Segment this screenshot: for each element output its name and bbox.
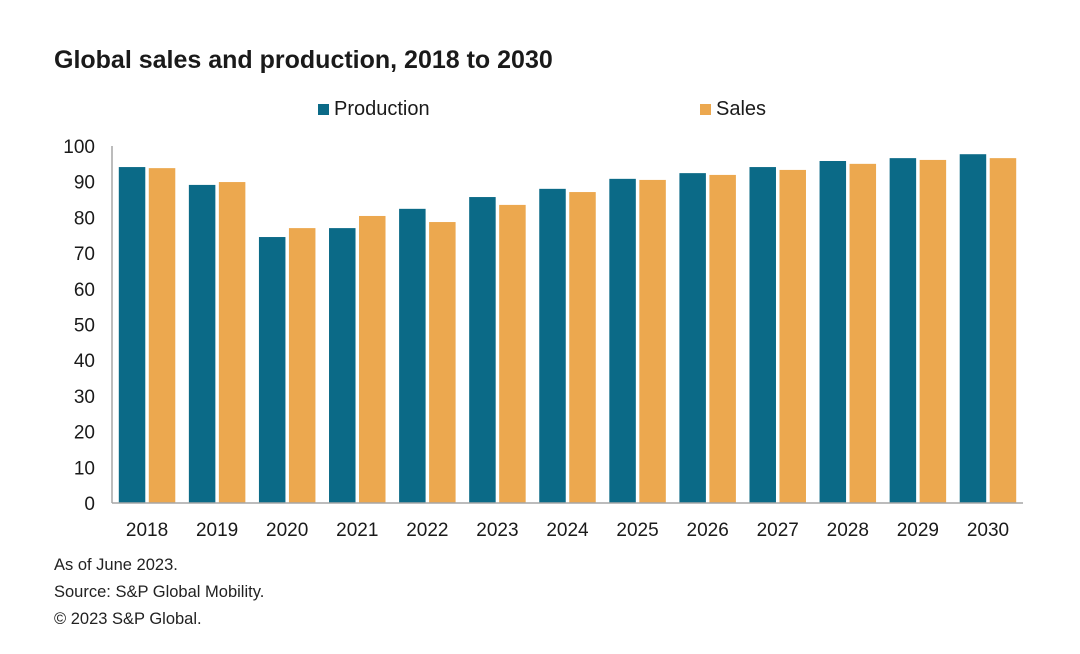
legend-item-production: Production bbox=[318, 98, 430, 121]
y-tick-label: 50 bbox=[74, 316, 95, 337]
bar-sales-2024 bbox=[569, 192, 596, 504]
bar-production-2023 bbox=[469, 197, 496, 503]
x-tick-label: 2029 bbox=[897, 520, 939, 541]
bar-sales-2020 bbox=[288, 228, 316, 504]
y-tick-label: 30 bbox=[74, 387, 95, 408]
bar-production-2027 bbox=[749, 167, 776, 504]
y-tick-label: 20 bbox=[74, 423, 95, 444]
y-tick-label: 80 bbox=[74, 208, 95, 229]
y-tick-label: 70 bbox=[74, 244, 95, 265]
bar-sales-2022 bbox=[429, 222, 456, 503]
x-tick-label: 2030 bbox=[967, 520, 1009, 541]
bar-sales-2021 bbox=[359, 215, 386, 504]
bar-production-2022 bbox=[399, 208, 426, 503]
bar-sales-2026 bbox=[709, 174, 736, 504]
bar-production-2029 bbox=[889, 158, 917, 503]
bar-sales-2030 bbox=[989, 158, 1017, 503]
x-tick-label: 2018 bbox=[126, 520, 168, 541]
bar-sales-2023 bbox=[499, 204, 526, 503]
legend-label-sales: Sales bbox=[716, 98, 767, 120]
note-copyright: © 2023 S&P Global. bbox=[54, 610, 202, 628]
y-tick-label: 100 bbox=[63, 137, 95, 158]
legend-label-production: Production bbox=[334, 98, 430, 120]
y-tick-label: 10 bbox=[74, 458, 95, 479]
bar-production-2024 bbox=[539, 188, 566, 503]
bar-sales-2027 bbox=[779, 169, 806, 503]
x-tick-label: 2027 bbox=[757, 520, 799, 541]
legend-swatch-production-icon bbox=[318, 104, 329, 115]
bar-production-2026 bbox=[679, 173, 706, 503]
x-tick-label: 2025 bbox=[616, 520, 658, 541]
bar-production-2018 bbox=[118, 167, 146, 504]
bar-sales-2028 bbox=[849, 163, 877, 503]
bar-sales-2029 bbox=[919, 159, 947, 503]
x-tick-label: 2022 bbox=[406, 520, 448, 541]
note-date: As of June 2023. bbox=[54, 556, 178, 574]
x-tick-label: 2023 bbox=[476, 520, 518, 541]
y-tick-label: 90 bbox=[74, 173, 95, 194]
legend-swatch-sales-icon bbox=[700, 104, 711, 115]
x-tick-label: 2028 bbox=[827, 520, 869, 541]
bar-production-2020 bbox=[258, 237, 286, 503]
bar-production-2019 bbox=[188, 184, 216, 503]
x-tick-label: 2026 bbox=[687, 520, 729, 541]
y-tick-label: 60 bbox=[74, 280, 95, 301]
x-tick-label: 2020 bbox=[266, 520, 308, 541]
bar-sales-2018 bbox=[148, 168, 176, 503]
bar-production-2021 bbox=[329, 228, 356, 504]
y-tick-label: 40 bbox=[74, 351, 95, 372]
chart-notes: As of June 2023. Source: S&P Global Mobi… bbox=[54, 552, 264, 633]
bar-production-2025 bbox=[609, 178, 636, 503]
chart-title: Global sales and production, 2018 to 203… bbox=[54, 46, 553, 74]
bar-production-2030 bbox=[959, 154, 987, 503]
bar-production-2028 bbox=[819, 160, 847, 503]
x-tick-label: 2024 bbox=[546, 520, 589, 541]
y-tick-label: 0 bbox=[84, 494, 95, 515]
bar-sales-2019 bbox=[218, 182, 246, 503]
legend-item-sales: Sales bbox=[700, 98, 766, 121]
x-tick-label: 2019 bbox=[196, 520, 238, 541]
x-tick-label: 2021 bbox=[336, 520, 378, 541]
note-source: Source: S&P Global Mobility. bbox=[54, 583, 265, 601]
bar-sales-2025 bbox=[639, 179, 666, 504]
